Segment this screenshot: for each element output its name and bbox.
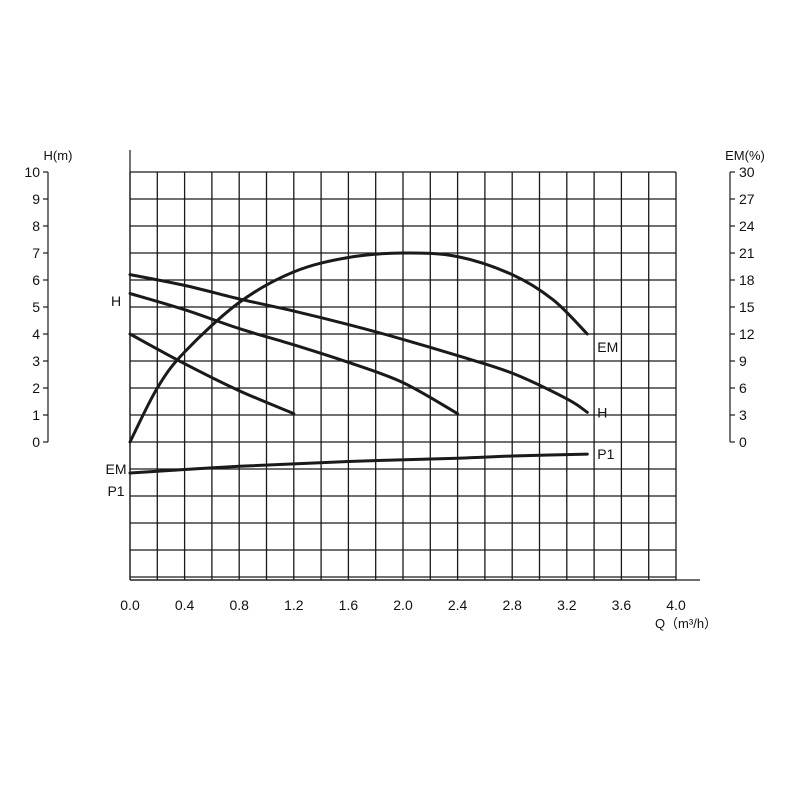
x-tick-label: 0.4	[175, 597, 195, 613]
y-right-tick-label: 27	[739, 191, 755, 207]
y-right-tick-label: 30	[739, 164, 755, 180]
curve-label-em: EM	[597, 339, 618, 355]
x-axis-title: Q（m³/h）	[655, 616, 717, 631]
y-right-tick-label: 3	[739, 407, 747, 423]
x-tick-label: 1.2	[284, 597, 304, 613]
y-left-tick-label: 1	[32, 407, 40, 423]
curve-p1-4	[128, 452, 589, 475]
x-tick-label: 3.6	[612, 597, 632, 613]
x-tick-label: 4.0	[666, 597, 686, 613]
y-left-tick-label: 3	[32, 353, 40, 369]
curve-start-label-p1: P1	[107, 483, 124, 499]
curve-em-3	[128, 251, 589, 444]
y-right-tick-label: 12	[739, 326, 755, 342]
axes	[43, 150, 735, 581]
curve-h-1	[128, 292, 460, 416]
y-right-tick-label: 21	[739, 245, 755, 261]
curves	[128, 251, 589, 475]
y-left-tick-label: 5	[32, 299, 40, 315]
y-right-tick-label: 15	[739, 299, 755, 315]
x-tick-label: 2.8	[502, 597, 522, 613]
curve-h-0	[128, 332, 296, 416]
labels: 012345678910H(m)036912151821242730EM(%)0…	[24, 148, 764, 631]
y-right-tick-label: 24	[739, 218, 755, 234]
y-left-tick-label: 0	[32, 434, 40, 450]
y-left-tick-label: 7	[32, 245, 40, 261]
curve-h-2	[128, 273, 589, 414]
x-tick-label: 2.0	[393, 597, 413, 613]
curve-label-p1: P1	[597, 446, 614, 462]
y-left-tick-label: 4	[32, 326, 40, 342]
curve-label-h: H	[597, 404, 607, 420]
x-tick-label: 0.8	[229, 597, 249, 613]
curve-start-label-em: EM	[106, 461, 127, 477]
y-right-tick-label: 18	[739, 272, 755, 288]
y-axis-left-title: H(m)	[44, 148, 73, 163]
y-left-tick-label: 10	[24, 164, 40, 180]
y-axis-right-title: EM(%)	[725, 148, 765, 163]
curve-label-h-left: H	[111, 293, 121, 309]
y-right-tick-label: 0	[739, 434, 747, 450]
y-right-tick-label: 6	[739, 380, 747, 396]
x-tick-label: 2.4	[448, 597, 468, 613]
y-left-tick-label: 6	[32, 272, 40, 288]
x-tick-label: 1.6	[339, 597, 359, 613]
y-left-tick-label: 9	[32, 191, 40, 207]
x-tick-label: 3.2	[557, 597, 577, 613]
y-left-tick-label: 8	[32, 218, 40, 234]
y-right-tick-label: 9	[739, 353, 747, 369]
y-left-tick-label: 2	[32, 380, 40, 396]
x-tick-label: 0.0	[120, 597, 140, 613]
